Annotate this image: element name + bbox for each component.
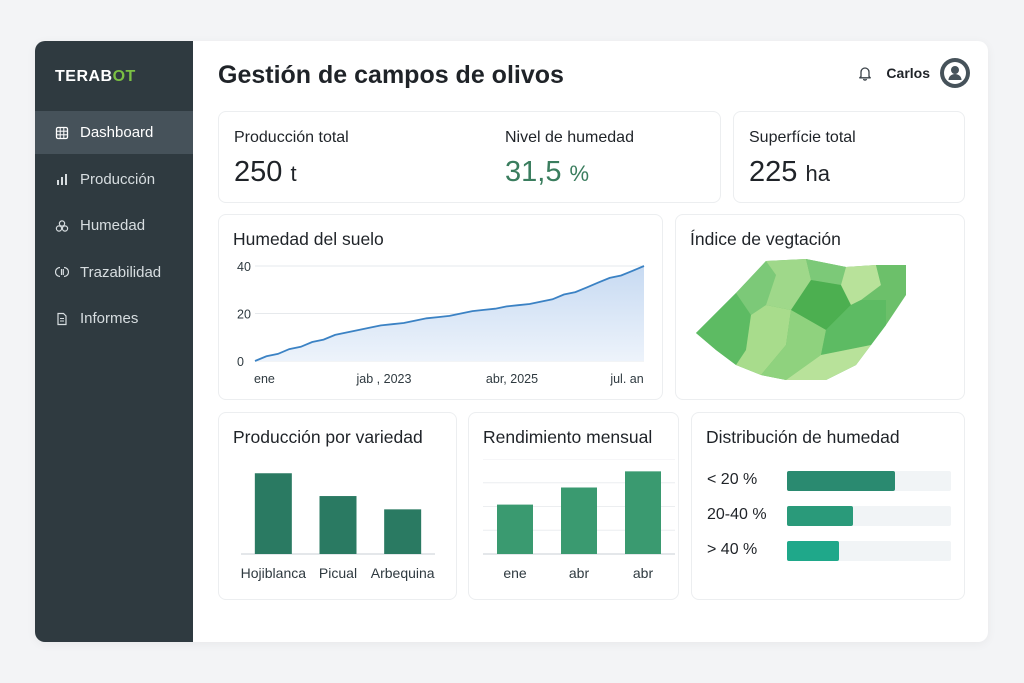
area-fill xyxy=(255,266,644,361)
avatar[interactable] xyxy=(940,58,970,88)
bar xyxy=(384,509,422,554)
vegetation-region xyxy=(876,265,906,300)
distribution-bar xyxy=(787,506,853,526)
vegetation-region xyxy=(761,310,826,380)
stat-label-humidity: Nivel de humedad xyxy=(505,129,634,146)
soil-humidity-title: Humedad del suelo xyxy=(233,229,384,249)
drops-icon xyxy=(55,219,69,233)
vegetation-title: Índice de vegtación xyxy=(690,229,841,249)
logo: TERABOT xyxy=(55,68,136,85)
x-tick-label: abr, 2025 xyxy=(486,372,538,386)
stat-value-surface: 225 ha xyxy=(749,156,830,188)
distribution-track xyxy=(787,541,951,561)
variety-card: Producción por variedad Hojiblanca Picual… xyxy=(218,412,457,600)
distribution-label: < 20 % xyxy=(707,471,758,488)
stat-card-production-humidity: Producción total 250 t Nivel de humedad … xyxy=(218,111,721,203)
bell-icon[interactable] xyxy=(856,64,874,82)
x-tick-label: Arbequina xyxy=(371,565,435,581)
grid-icon xyxy=(55,126,69,140)
x-tick-label: Hojiblanca xyxy=(241,565,307,581)
sidebar-item-label: Dashboard xyxy=(80,124,154,141)
user-name[interactable]: Carlos xyxy=(886,65,930,81)
distribution-label: 20-40 % xyxy=(707,506,767,523)
x-tick-label: jab , 2023 xyxy=(356,372,412,386)
sidebar-item-dashboard[interactable]: Dashboard xyxy=(35,111,193,154)
stat-card-surface: Superfície total 225 ha xyxy=(733,111,965,203)
x-tick-label: ene xyxy=(503,565,527,581)
vegetation-region xyxy=(786,345,871,380)
bar-chart-icon xyxy=(55,172,69,186)
x-tick-label: jul. an xyxy=(609,372,643,386)
vegetation-region xyxy=(736,261,776,315)
soil-humidity-card: Humedad del suelo 40 20 0 ene jab , 2023 abr,… xyxy=(218,214,663,400)
sidebar: TERABOT Dashboard Producción Humedad xyxy=(35,41,193,642)
soil-humidity-chart: 40 20 0 ene jab , 2023 abr, 2025 jul. an xyxy=(237,260,645,386)
distribution-bar xyxy=(787,471,896,491)
document-icon xyxy=(55,312,69,326)
variety-title: Producción por variedad xyxy=(233,427,423,447)
vegetation-region xyxy=(791,280,851,330)
bar xyxy=(254,473,292,554)
sidebar-item-produccion[interactable]: Producción xyxy=(35,158,193,201)
x-tick-label: abr xyxy=(569,565,590,581)
distribution-title: Distribución de humedad xyxy=(706,427,900,447)
sidebar-item-humedad[interactable]: Humedad xyxy=(35,204,193,247)
variety-chart: Hojiblanca Picual Arbequina xyxy=(241,473,435,581)
distribution-row: 20-40 % xyxy=(707,505,957,526)
vegetation-region xyxy=(736,305,791,375)
bar xyxy=(497,504,533,554)
distribution-card: Distribución de humedad < 20 % 20-40 % >… xyxy=(691,412,965,600)
sidebar-item-label: Trazabilidad xyxy=(80,263,162,281)
user-icon xyxy=(944,62,966,84)
stat-value-production: 250 t xyxy=(234,156,297,188)
distribution-track xyxy=(787,471,951,491)
sidebar-item-label: Humedad xyxy=(80,217,146,234)
bar xyxy=(319,496,357,554)
vegetation-region xyxy=(766,259,811,310)
vegetation-region xyxy=(696,293,751,365)
distribution-bar xyxy=(787,541,840,561)
vegetation-region xyxy=(806,259,846,285)
monthly-title: Rendimiento mensual xyxy=(483,427,653,447)
stat-label-surface: Superfície total xyxy=(749,129,856,146)
sidebar-nav: Dashboard Producción Humedad Trazabilida… xyxy=(35,111,193,344)
sidebar-item-label: Producción xyxy=(80,170,156,188)
trace-icon xyxy=(55,265,69,279)
x-tick-label: ene xyxy=(254,372,275,386)
header-actions: Carlos xyxy=(856,58,970,88)
stat-value-humidity: 31,5 % xyxy=(505,156,590,188)
sidebar-item-informes[interactable]: Informes xyxy=(35,297,193,340)
bar xyxy=(625,471,661,554)
x-tick-label: Picual xyxy=(319,565,357,581)
vegetation-map xyxy=(696,259,906,380)
monthly-chart: ene abr abr xyxy=(483,459,675,581)
distribution-row: > 40 % xyxy=(707,540,957,561)
series-line xyxy=(254,265,645,362)
monthly-card: Rendimiento mensual ene abr abr xyxy=(468,412,679,600)
y-tick-label: 0 xyxy=(237,355,244,369)
y-tick-label: 40 xyxy=(237,260,251,274)
app-window: TERABOT Dashboard Producción Humedad xyxy=(35,41,988,642)
bar xyxy=(561,487,597,554)
x-tick-label: abr xyxy=(633,565,654,581)
sidebar-item-trazabilidad[interactable]: Trazabilidad xyxy=(35,251,193,294)
y-tick-label: 20 xyxy=(237,308,251,322)
distribution-label: > 40 % xyxy=(707,541,758,558)
distribution-track xyxy=(787,506,951,526)
page-title: Gestión de campos de olivos xyxy=(218,61,564,89)
vegetation-card: Índice de vegtación xyxy=(675,214,965,400)
sidebar-item-label: Informes xyxy=(80,310,139,327)
vegetation-region xyxy=(821,300,886,355)
stat-label-production: Producción total xyxy=(234,129,349,146)
vegetation-region xyxy=(841,265,881,305)
distribution-row: < 20 % xyxy=(707,470,957,491)
